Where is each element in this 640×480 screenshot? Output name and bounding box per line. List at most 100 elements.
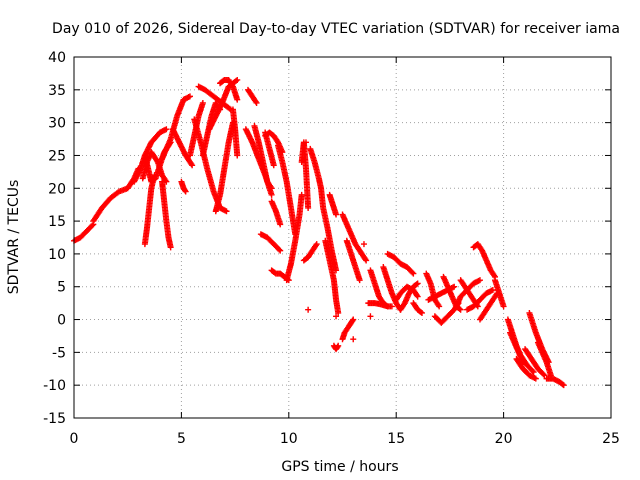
series-pass-52: [464, 287, 496, 313]
data-point: [305, 306, 312, 313]
series-pass-37: [339, 211, 370, 264]
data-point: [367, 313, 374, 320]
y-tick-label: 0: [57, 313, 66, 329]
x-tick-label: 15: [387, 431, 405, 447]
data-point: [413, 281, 420, 288]
data-point: [333, 267, 340, 274]
data-point: [456, 305, 463, 312]
series-pass-55: [492, 277, 507, 310]
data-point: [500, 303, 507, 310]
x-tick-label: 0: [70, 431, 79, 447]
data-point: [530, 369, 537, 376]
series-pass-10: [178, 178, 189, 195]
series-pass-20: [244, 86, 260, 106]
series-pass-29: [298, 139, 312, 211]
series-pass-58: [513, 355, 539, 382]
y-tick-label: 35: [48, 83, 66, 99]
data-point: [489, 287, 496, 294]
data-point: [277, 247, 284, 254]
series-pass-02: [90, 165, 142, 225]
data-point: [298, 191, 305, 198]
series-pass-47: [425, 283, 458, 303]
series-pass-30: [300, 241, 320, 264]
data-point: [233, 77, 240, 84]
data-point: [226, 105, 233, 112]
data-point: [529, 367, 536, 374]
grid: [74, 57, 611, 418]
series-pass-26: [257, 231, 284, 254]
series-pass-18: [229, 106, 241, 159]
series-pass-42: [384, 250, 417, 277]
x-tick-label: 5: [177, 431, 186, 447]
series-pass-44: [397, 280, 421, 313]
data-point: [363, 257, 370, 264]
series-pass-33: [322, 237, 342, 316]
data-points: [71, 76, 567, 389]
series-pass-38: [343, 237, 363, 284]
data-point: [532, 375, 539, 382]
data-point: [234, 76, 241, 83]
data-point: [270, 162, 277, 169]
y-tick-label: -10: [43, 378, 66, 394]
series-pass-31: [307, 145, 325, 192]
data-point: [335, 309, 342, 316]
series-pass-23: [268, 198, 284, 228]
data-point: [302, 139, 309, 146]
axis-ticks: 0 5 10 15 20 25 -15 -10 -5 0 5 10 15 20 25 30 35 40: [43, 50, 620, 447]
data-point: [436, 303, 443, 310]
series-pass-06: [141, 172, 158, 248]
series-pass-08: [159, 93, 193, 162]
data-point: [277, 221, 284, 228]
series-pass-59: [522, 346, 548, 379]
data-point: [362, 256, 369, 263]
data-point: [335, 342, 342, 349]
series-pass-34: [326, 191, 340, 218]
data-point: [559, 381, 566, 388]
series-pass-28: [283, 191, 305, 284]
series-pass-03: [131, 126, 170, 185]
series-pass-36: [339, 316, 357, 343]
data-point: [181, 187, 188, 194]
data-point: [540, 371, 547, 378]
series-pass-01: [71, 221, 97, 244]
data-point: [457, 306, 464, 313]
data-point: [234, 96, 241, 103]
data-point: [305, 204, 312, 211]
data-point: [334, 343, 341, 350]
plot-frame: [73, 56, 612, 419]
data-point: [151, 172, 158, 179]
data-point: [418, 309, 425, 316]
data-point: [350, 316, 357, 323]
data-point: [163, 126, 170, 133]
data-point: [313, 241, 320, 248]
x-tick-label: 25: [602, 431, 620, 447]
y-tick-label: 5: [57, 280, 66, 296]
data-point: [89, 222, 96, 229]
data-point: [410, 270, 417, 277]
x-axis-label: GPS time / hours: [281, 459, 398, 475]
series-pass-62: [543, 375, 567, 389]
chart-title: Day 010 of 2026, Sidereal Day-to-day VTE…: [52, 21, 620, 37]
y-tick-label: 15: [48, 214, 66, 230]
series-pass-09: [169, 126, 196, 169]
data-point: [388, 303, 395, 310]
data-point: [356, 277, 363, 284]
series-pass-53: [470, 241, 499, 280]
y-tick-label: 20: [48, 181, 66, 197]
y-tick-label: -15: [43, 411, 66, 427]
series-pass-61: [526, 309, 552, 366]
x-tick-label: 10: [280, 431, 298, 447]
data-point: [417, 309, 424, 316]
data-point: [268, 185, 275, 192]
series-isolated: [302, 139, 374, 343]
data-point: [199, 99, 206, 106]
y-tick-label: -5: [52, 345, 66, 361]
data-point: [414, 280, 421, 287]
data-point: [234, 152, 241, 159]
series-pass-54: [476, 290, 501, 323]
series-pass-17: [217, 76, 241, 103]
data-point: [560, 382, 567, 389]
data-point: [167, 244, 174, 251]
series-pass-32: [318, 185, 340, 274]
